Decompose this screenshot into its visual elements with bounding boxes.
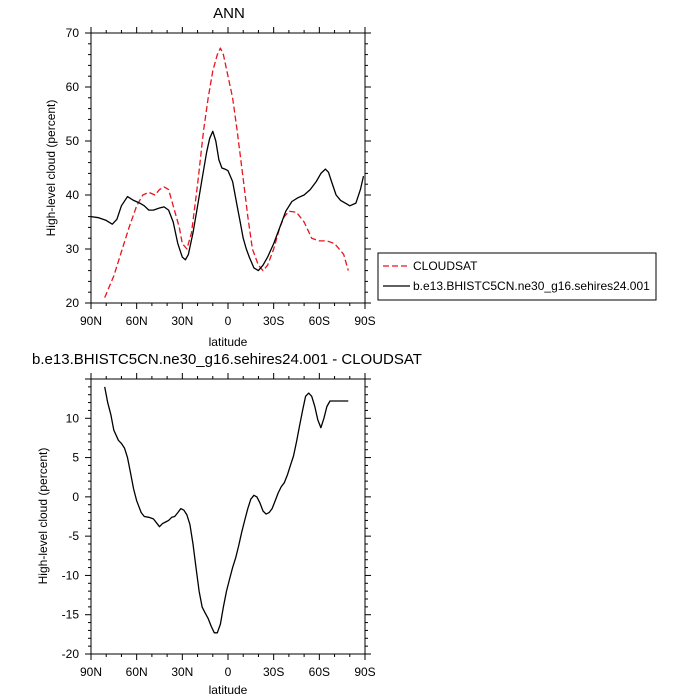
x-tick-label: 30N	[171, 314, 193, 328]
series-group	[104, 386, 349, 634]
y-tick-label: -10	[62, 568, 80, 582]
legend-label-cloudsat: CLOUDSAT	[413, 259, 478, 273]
series-line	[104, 47, 349, 298]
x-tick-label: 60S	[309, 314, 330, 328]
legend-box	[377, 252, 657, 301]
y-tick-label: -15	[62, 608, 80, 622]
y-tick-label: 0	[72, 490, 79, 504]
tick-group: 90N 60N 30N 0 30S 60S 90S -20 -15 -10 -5 0 5 10	[62, 373, 376, 679]
x-tick-label: 30S	[263, 314, 284, 328]
y-tick-label: -5	[68, 529, 79, 543]
x-axis-label: latitude	[209, 683, 248, 697]
x-tick-label: 90S	[354, 314, 375, 328]
x-tick-label: 60N	[126, 314, 148, 328]
series-line	[90, 130, 365, 272]
annual-mean-panel: ANN 90N 60N 30N 0 30S 60S 90S 20 30 40 50 60 70 lati…	[44, 5, 376, 349]
x-tick-label: 90N	[80, 665, 102, 679]
x-tick-label: 60S	[309, 665, 330, 679]
x-tick-label: 90N	[80, 314, 102, 328]
difference-panel: b.e13.BHISTC5CN.ne30_g16.sehires24.001 -…	[32, 351, 422, 697]
y-tick-label: 70	[66, 26, 80, 40]
x-tick-label: 30S	[263, 665, 284, 679]
series-group	[90, 47, 365, 298]
y-axis-label: High-level cloud (percent)	[44, 100, 58, 237]
x-tick-label: 60N	[126, 665, 148, 679]
y-tick-label: 60	[66, 80, 80, 94]
y-tick-label: 30	[66, 242, 80, 256]
panel-title: ANN	[213, 5, 245, 22]
y-axis-label: High-level cloud (percent)	[36, 448, 50, 585]
x-tick-label: 90S	[354, 665, 375, 679]
x-tick-label: 0	[225, 665, 232, 679]
x-tick-label: 0	[225, 314, 232, 328]
y-tick-label: 20	[66, 296, 80, 310]
panel-title: b.e13.BHISTC5CN.ne30_g16.sehires24.001 -…	[32, 351, 422, 368]
y-tick-label: 5	[72, 451, 79, 465]
y-tick-label: 10	[66, 411, 80, 425]
x-axis-label: latitude	[209, 335, 248, 349]
legend: CLOUDSAT b.e13.BHISTC5CN.ne30_g16.sehire…	[377, 252, 657, 301]
x-tick-label: 30N	[171, 665, 193, 679]
y-tick-label: -20	[62, 647, 80, 661]
y-tick-label: 50	[66, 134, 80, 148]
y-tick-label: 40	[66, 188, 80, 202]
tick-group: 90N 60N 30N 0 30S 60S 90S 20 30 40 50 60 70	[66, 26, 376, 328]
series-line	[104, 386, 349, 634]
legend-label-model: b.e13.BHISTC5CN.ne30_g16.sehires24.001	[413, 279, 650, 293]
